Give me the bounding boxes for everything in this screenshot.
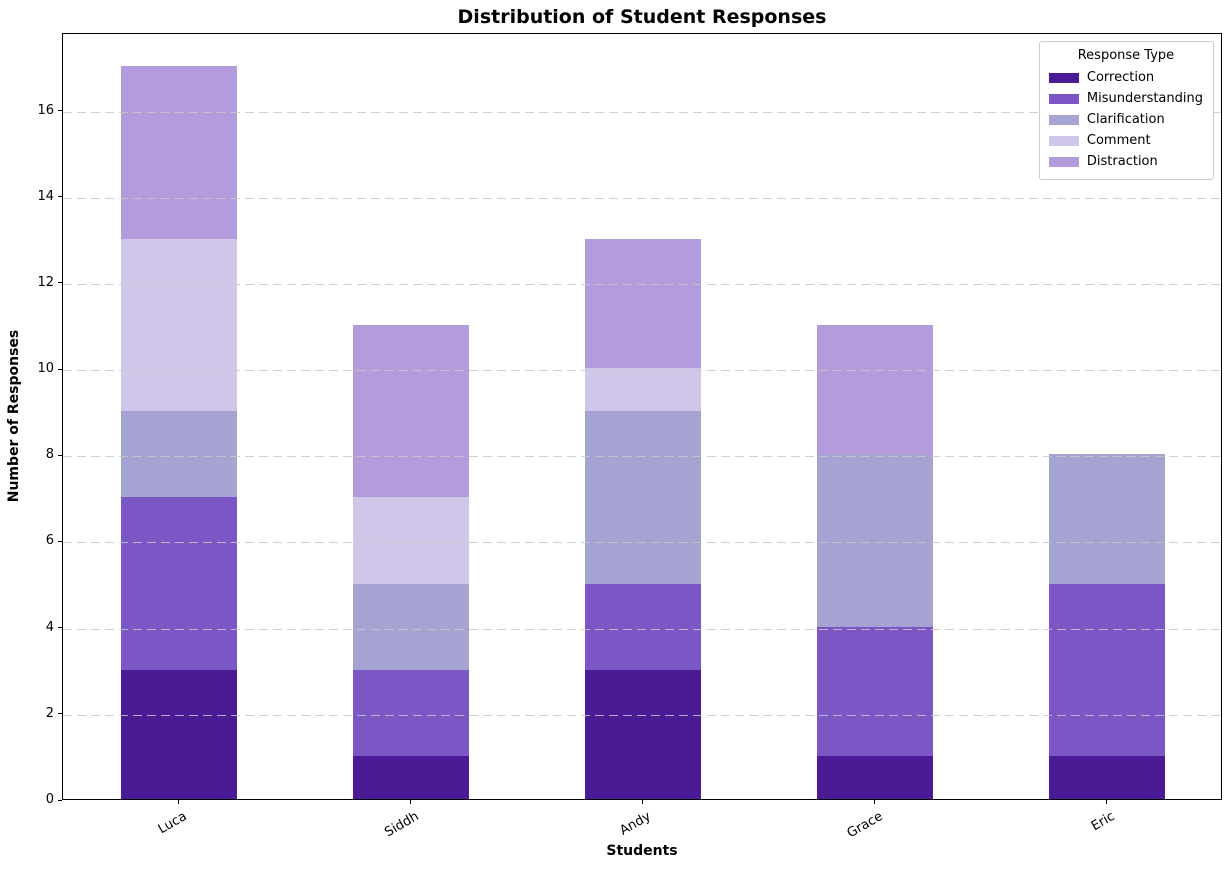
legend-swatch-misunderstanding: [1048, 93, 1079, 104]
gridline-y4: [63, 628, 1221, 630]
bar-segment-siddh-misunderstanding: [353, 669, 469, 756]
y-tick-mark-6: [58, 540, 62, 542]
legend-item-distraction: Distraction: [1048, 151, 1203, 172]
bar-segment-luca-misunderstanding: [121, 497, 237, 670]
x-tick-mark-eric: [1106, 800, 1107, 804]
chart-title: Distribution of Student Responses: [457, 6, 827, 28]
y-tick-mark-0: [58, 799, 62, 801]
gridline-y8: [63, 456, 1221, 458]
legend-swatch-comment: [1048, 135, 1079, 146]
bar-segment-siddh-correction: [353, 755, 469, 799]
y-tick-label-12: 12: [37, 274, 54, 290]
y-tick-label-10: 10: [37, 361, 54, 377]
legend-label-misunderstanding: Misunderstanding: [1086, 91, 1203, 106]
gridline-y6: [63, 542, 1221, 544]
legend-title: Response Type: [1077, 48, 1175, 63]
bar-segment-andy-distraction: [585, 238, 701, 369]
bar-segment-siddh-clarification: [353, 583, 469, 670]
legend-item-comment: Comment: [1048, 130, 1203, 151]
legend-box: Response Type Correction Misunderstanding…: [1038, 41, 1214, 180]
gridline-y16: [63, 111, 1221, 113]
x-tick-label-eric: Eric: [1088, 809, 1118, 835]
bar-segment-andy-clarification: [585, 411, 701, 584]
y-tick-mark-8: [58, 454, 62, 456]
legend-swatch-correction: [1048, 72, 1079, 83]
bar-segment-grace-clarification: [817, 454, 933, 627]
bar-segment-grace-correction: [817, 755, 933, 799]
y-tick-mark-16: [58, 110, 62, 112]
y-tick-mark-12: [58, 282, 62, 284]
bar-segment-andy-correction: [585, 669, 701, 799]
x-tick-label-andy: Andy: [617, 809, 654, 839]
x-tick-mark-grace: [874, 800, 875, 804]
bar-segment-eric-misunderstanding: [1049, 583, 1165, 756]
x-axis-label: Students: [606, 843, 678, 859]
legend-label-comment: Comment: [1086, 133, 1151, 148]
y-tick-label-2: 2: [45, 705, 54, 721]
legend-label-distraction: Distraction: [1086, 154, 1158, 169]
gridline-y14: [63, 197, 1221, 199]
legend-item-misunderstanding: Misunderstanding: [1048, 88, 1203, 109]
legend-label-correction: Correction: [1086, 70, 1155, 85]
y-tick-label-4: 4: [45, 619, 54, 635]
legend-label-clarification: Clarification: [1086, 112, 1165, 127]
grid-layer: [63, 34, 1221, 799]
legend-item-clarification: Clarification: [1048, 109, 1203, 130]
bar-segment-luca-distraction: [121, 66, 237, 239]
bar-segment-luca-clarification: [121, 411, 237, 498]
legend-swatch-clarification: [1048, 114, 1079, 125]
gridline-y12: [63, 283, 1221, 285]
x-tick-label-siddh: Siddh: [382, 809, 422, 841]
bar-segment-andy-misunderstanding: [585, 583, 701, 670]
y-axis-label-text: Number of Responses: [6, 329, 22, 503]
y-tick-mark-4: [58, 627, 62, 629]
bar-segment-eric-correction: [1049, 755, 1165, 799]
x-tick-label-grace: Grace: [844, 809, 886, 842]
bar-segment-luca-correction: [121, 669, 237, 799]
y-tick-mark-10: [58, 368, 62, 370]
bar-segment-grace-misunderstanding: [817, 626, 933, 756]
y-tick-mark-14: [58, 196, 62, 198]
legend-swatch-distraction: [1048, 156, 1079, 167]
bars-layer: [63, 34, 1221, 799]
legend-item-correction: Correction: [1048, 67, 1203, 88]
y-tick-label-8: 8: [45, 447, 54, 463]
bar-segment-luca-comment: [121, 238, 237, 412]
gridline-y2: [63, 714, 1221, 716]
bar-segment-eric-clarification: [1049, 454, 1165, 584]
bar-segment-andy-comment: [585, 368, 701, 412]
legend-items: Correction Misunderstanding Clarification C…: [1048, 67, 1203, 172]
x-tick-mark-luca: [178, 800, 179, 804]
y-tick-label-16: 16: [37, 102, 54, 118]
y-tick-label-6: 6: [45, 533, 54, 549]
x-tick-mark-siddh: [410, 800, 411, 804]
bar-segment-siddh-distraction: [353, 325, 469, 498]
x-tick-label-luca: Luca: [155, 809, 190, 838]
bar-segment-siddh-comment: [353, 497, 469, 584]
y-tick-mark-2: [58, 713, 62, 715]
gridline-y10: [63, 370, 1221, 372]
bar-segment-grace-distraction: [817, 325, 933, 455]
y-tick-label-14: 14: [37, 188, 54, 204]
plot-area: Response Type Correction Misunderstanding…: [62, 33, 1222, 800]
y-tick-label-0: 0: [45, 792, 54, 807]
x-tick-mark-andy: [642, 800, 643, 804]
